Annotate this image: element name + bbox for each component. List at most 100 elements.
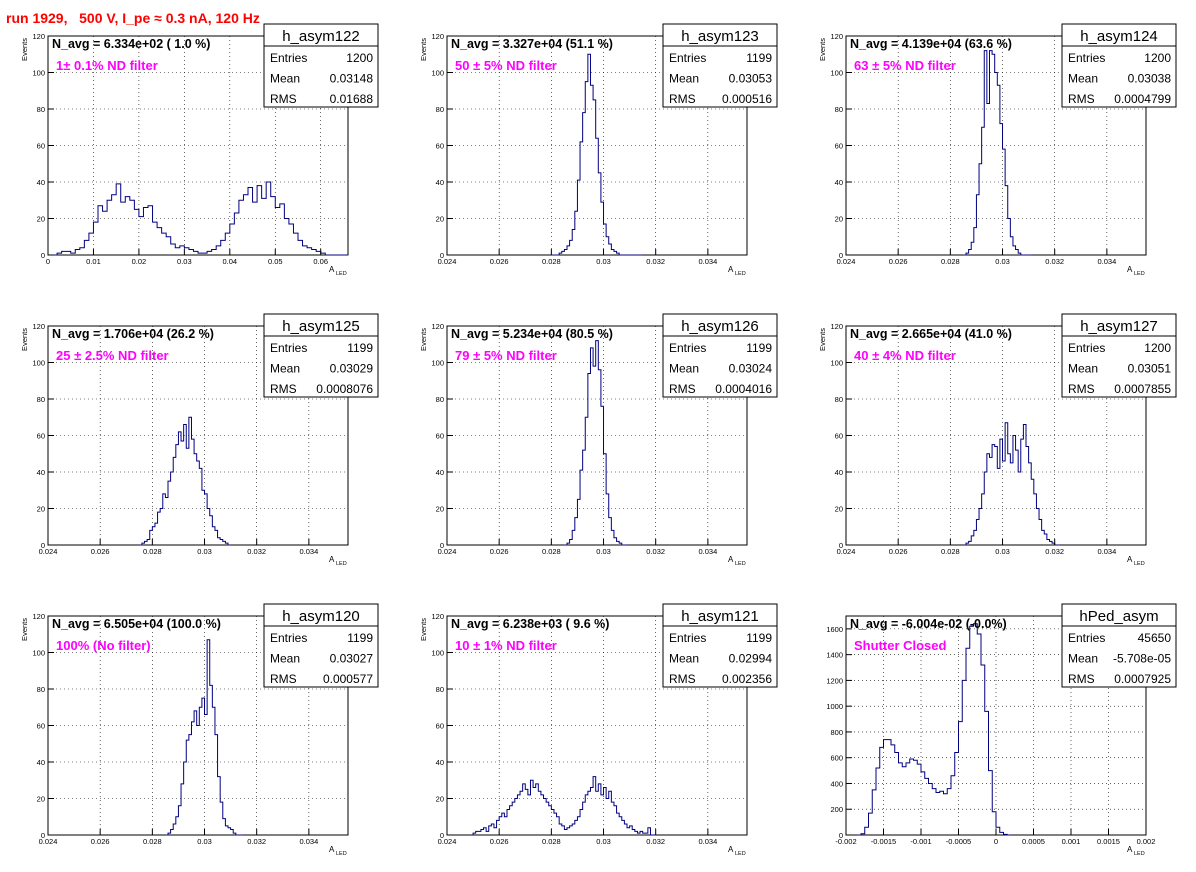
filter-annotation: 40 ± 4% ND filter: [854, 348, 956, 363]
x-tick-label: 0.028: [542, 257, 561, 266]
panel-h_asym121: 0.024 0.026 0.028 0.03 0.032 0.034 0 20 40 60 80 10…: [419, 603, 778, 857]
stats-value: 1200: [346, 51, 373, 65]
y-tick-label: 100: [431, 359, 444, 368]
x-tick-label: 0.03: [995, 547, 1010, 556]
y-tick-label: 100: [32, 359, 45, 368]
y-tick-label: 80: [835, 105, 843, 114]
stats-body-box: [662, 45, 778, 108]
x-axis-label-subscript: LED: [735, 851, 746, 857]
stats-value: 0.01688: [330, 92, 374, 106]
x-tick-label: 0.026: [889, 257, 908, 266]
stats-body-box: [263, 335, 379, 398]
y-tick-label: 40: [436, 468, 444, 477]
stats-value: -5.708e-05: [1113, 652, 1171, 666]
x-tick-label: 0.06: [313, 257, 328, 266]
histogram-outline: [564, 340, 627, 546]
x-tick-label: 0.03: [596, 547, 611, 556]
x-tick-label: 0.0015: [1097, 837, 1120, 846]
summary-label: N_avg = 4.139e+04 (63.6 %): [850, 37, 1012, 51]
stats-value: 1199: [746, 51, 772, 65]
stats-value: 0.0008076: [316, 382, 373, 396]
stats-value: 0.0004799: [1114, 92, 1171, 106]
stats-value: 0.03148: [330, 72, 374, 86]
stats-box: h_asym123 Entries 1199 Mean 0.03053 RMS 0.0005…: [662, 23, 778, 108]
y-tick-label: 40: [835, 468, 843, 477]
summary-label: N_avg = 6.505e+04 (100.0 %): [52, 617, 221, 631]
y-tick-label: 800: [830, 728, 843, 737]
panel-h_asym123: 0.024 0.026 0.028 0.03 0.032 0.034 0 20 40 60 80 10…: [419, 23, 778, 277]
x-tick-label: 0.002: [1137, 837, 1156, 846]
stats-body-box: [1061, 625, 1177, 688]
stats-body-box: [662, 625, 778, 688]
x-tick-label: 0.024: [837, 257, 856, 266]
stats-value: 0.0004016: [715, 382, 772, 396]
stats-value: 0.03024: [729, 362, 773, 376]
filter-annotation: 100% (No filter): [56, 638, 151, 653]
x-axis-label: A: [728, 265, 734, 274]
x-axis-label-subscript: LED: [336, 271, 347, 277]
stats-box: h_asym124 Entries 1200 Mean 0.03038 RMS 0.0004…: [1061, 23, 1177, 108]
histogram-name: h_asym120: [282, 608, 360, 625]
histogram-name: h_asym121: [681, 608, 759, 625]
stats-label: Mean: [669, 362, 699, 376]
stats-value: 1199: [746, 631, 772, 645]
y-axis-label: Events: [818, 328, 827, 351]
stats-label: Entries: [1068, 631, 1105, 645]
x-axis-label: A: [329, 555, 335, 564]
stats-body-box: [263, 45, 379, 108]
x-tick-label: 0.026: [91, 547, 110, 556]
y-axis-label: Events: [419, 618, 428, 641]
y-tick-label: 80: [436, 685, 444, 694]
stats-value: 0.03027: [330, 652, 374, 666]
x-tick-label: 0.032: [247, 547, 266, 556]
stats-label: Entries: [669, 341, 706, 355]
y-tick-label: 20: [436, 505, 444, 514]
stats-value: 0.03038: [1128, 72, 1172, 86]
stats-value: 1200: [1144, 51, 1171, 65]
y-tick-label: 0: [440, 541, 444, 550]
x-axis-label-subscript: LED: [735, 271, 746, 277]
summary-label: N_avg = 2.665e+04 (41.0 %): [850, 327, 1012, 341]
x-tick-label: 0.03: [995, 257, 1010, 266]
x-tick-label: 0.024: [837, 547, 856, 556]
histogram-outline: [963, 422, 1060, 546]
x-axis-label-subscript: LED: [1134, 851, 1145, 857]
y-tick-label: 100: [830, 359, 843, 368]
x-tick-label: 0.024: [39, 547, 58, 556]
histogram-name: h_asym125: [282, 318, 360, 335]
stats-label: Mean: [270, 72, 300, 86]
stats-label: Entries: [669, 631, 706, 645]
y-tick-label: 40: [37, 468, 45, 477]
histogram-name: h_asym124: [1080, 28, 1158, 45]
y-tick-label: 40: [835, 178, 843, 187]
stats-value: 0.0007855: [1114, 382, 1171, 396]
y-tick-label: 120: [431, 32, 444, 41]
summary-label: N_avg = 1.706e+04 (26.2 %): [52, 327, 214, 341]
stats-value: 0.002356: [722, 672, 772, 686]
x-axis-label-subscript: LED: [1134, 271, 1145, 277]
x-tick-label: 0.026: [889, 547, 908, 556]
y-tick-label: 120: [431, 322, 444, 331]
stats-box: h_asym126 Entries 1199 Mean 0.03024 RMS 0.0004…: [662, 313, 778, 398]
stats-label: Mean: [1068, 652, 1098, 666]
stats-box: h_asym127 Entries 1200 Mean 0.03051 RMS 0.0007…: [1061, 313, 1177, 398]
stats-value: 0.000577: [323, 672, 373, 686]
y-tick-label: 20: [436, 795, 444, 804]
y-tick-label: 0: [839, 251, 843, 260]
stats-label: Mean: [270, 362, 300, 376]
filter-annotation: 50 ± 5% ND filter: [455, 58, 557, 73]
y-tick-label: 40: [37, 758, 45, 767]
x-tick-label: 0.032: [247, 837, 266, 846]
panel-h_asym122: 0 0.01 0.02 0.03 0.04 0.05 0.06 0 20 40 60 80 100 120…: [20, 23, 379, 277]
summary-label: N_avg = 6.238e+03 ( 9.6 %): [451, 617, 609, 631]
x-tick-label: -0.0015: [871, 837, 896, 846]
x-axis-label: A: [1127, 845, 1133, 854]
x-tick-label: 0.03: [197, 547, 212, 556]
panel-h_asym124: 0.024 0.026 0.028 0.03 0.032 0.034 0 20 40 60 80 10…: [818, 23, 1177, 277]
y-tick-label: 0: [41, 831, 45, 840]
y-tick-label: 20: [436, 215, 444, 224]
stats-label: Mean: [669, 652, 699, 666]
y-tick-label: 80: [37, 395, 45, 404]
x-tick-label: 0.032: [1045, 257, 1064, 266]
x-tick-label: 0.0005: [1022, 837, 1045, 846]
